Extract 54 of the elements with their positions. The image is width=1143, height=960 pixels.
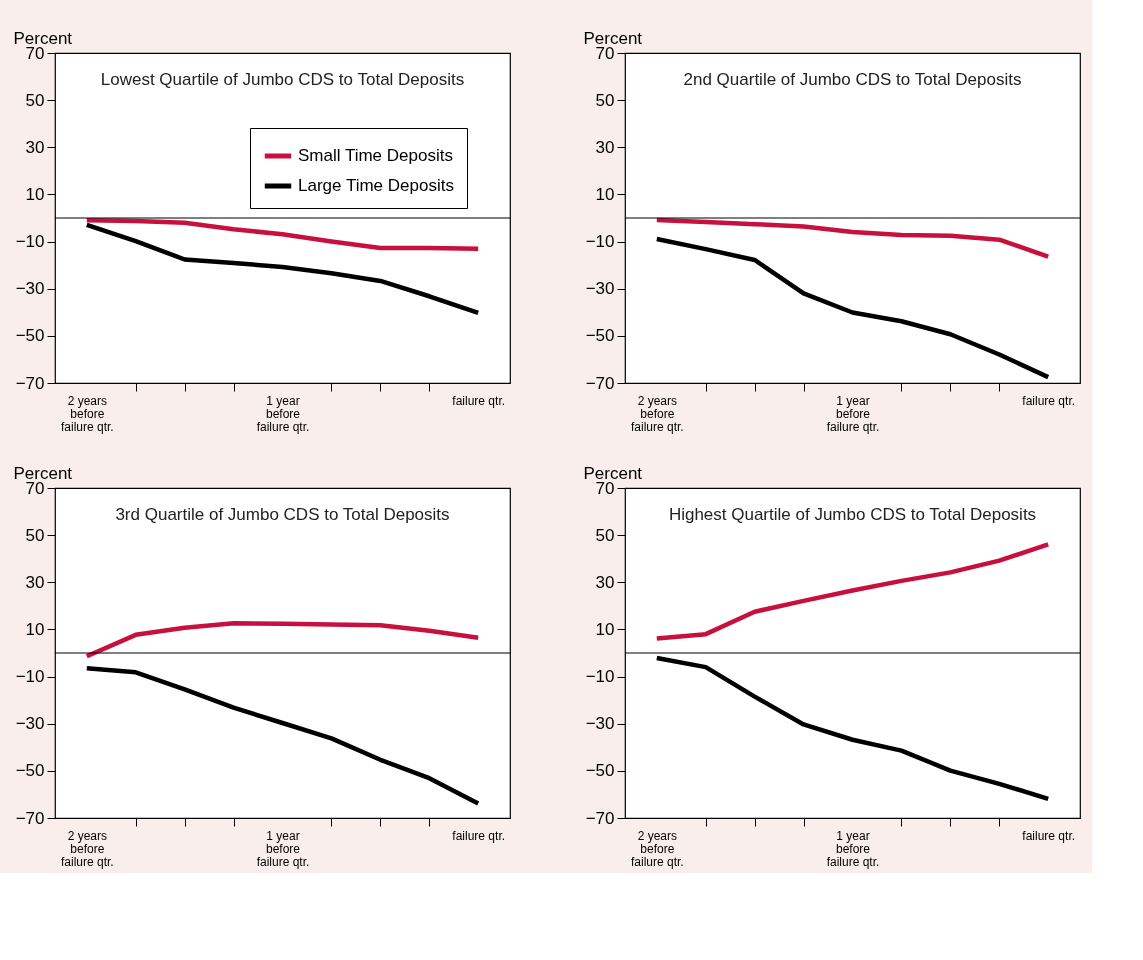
y-tick-label: −10 bbox=[585, 667, 615, 687]
y-tick-label: −50 bbox=[15, 326, 45, 346]
x-tick-label: failure qtr. bbox=[452, 393, 506, 408]
y-tick-label: 50 bbox=[595, 525, 615, 545]
text: Highest Quartile of Jumbo CDS to Total Deposits bbox=[668, 505, 1037, 524]
y-tick-label: 30 bbox=[25, 137, 45, 157]
x-tick-label: 2 years before failure qtr. bbox=[630, 393, 684, 434]
y-tick-label: −50 bbox=[585, 326, 615, 346]
y-tick-label: 50 bbox=[25, 525, 45, 545]
line-series bbox=[654, 542, 1051, 641]
x-tick-label: 1 year before failure qtr. bbox=[256, 828, 310, 869]
y-tick-label: 10 bbox=[595, 184, 615, 204]
y-tick-label: −30 bbox=[585, 279, 615, 299]
y-tick-label: −70 bbox=[15, 808, 45, 828]
y-tick-label: −10 bbox=[585, 232, 615, 252]
line-series bbox=[654, 236, 1051, 380]
line-series bbox=[654, 655, 1051, 802]
y-tick-label: 30 bbox=[595, 137, 615, 157]
y-tick-label: −70 bbox=[585, 373, 615, 393]
line-series bbox=[84, 222, 481, 316]
y-tick-label: −30 bbox=[15, 279, 45, 299]
y-tick-label: 10 bbox=[595, 619, 615, 639]
x-tick-label: 2 years before failure qtr. bbox=[630, 828, 684, 869]
y-tick-label: −50 bbox=[585, 761, 615, 781]
y-tick-label: 10 bbox=[25, 184, 45, 204]
y-tick-label: 10 bbox=[25, 619, 45, 639]
x-tick-label: failure qtr. bbox=[1022, 393, 1076, 408]
text: Lowest Quartile of Jumbo CDS to Total Deposits bbox=[100, 70, 465, 89]
text: 2nd Quartile of Jumbo CDS to Total Deposits bbox=[683, 70, 1022, 89]
x-tick-label: 2 years before failure qtr. bbox=[60, 828, 114, 869]
y-tick-label: 30 bbox=[595, 572, 615, 592]
y-tick-label: −70 bbox=[585, 808, 615, 828]
line-series bbox=[84, 218, 481, 251]
line-series bbox=[654, 217, 1051, 259]
legend-label: Large Time Deposits bbox=[298, 176, 454, 195]
y-tick-label: −50 bbox=[15, 761, 45, 781]
x-tick-label: 1 year before failure qtr. bbox=[826, 828, 880, 869]
line-series bbox=[84, 666, 481, 806]
x-tick-label: 1 year before failure qtr. bbox=[826, 393, 880, 434]
y-tick-label: 30 bbox=[25, 572, 45, 592]
legend-label: Small Time Deposits bbox=[298, 146, 453, 165]
line-series bbox=[84, 621, 481, 659]
x-tick-label: failure qtr. bbox=[452, 828, 506, 843]
x-tick-label: failure qtr. bbox=[1022, 828, 1076, 843]
text: 3rd Quartile of Jumbo CDS to Total Deposits bbox=[115, 505, 450, 524]
x-tick-label: 1 year before failure qtr. bbox=[256, 393, 310, 434]
y-tick-label: −10 bbox=[15, 667, 45, 687]
y-tick-label: −70 bbox=[15, 373, 45, 393]
y-tick-label: −10 bbox=[15, 232, 45, 252]
y-tick-label: 50 bbox=[595, 90, 615, 110]
y-tick-label: −30 bbox=[585, 714, 615, 734]
y-tick-label: −30 bbox=[15, 714, 45, 734]
x-tick-label: 2 years before failure qtr. bbox=[60, 393, 114, 434]
y-tick-label: 50 bbox=[25, 90, 45, 110]
